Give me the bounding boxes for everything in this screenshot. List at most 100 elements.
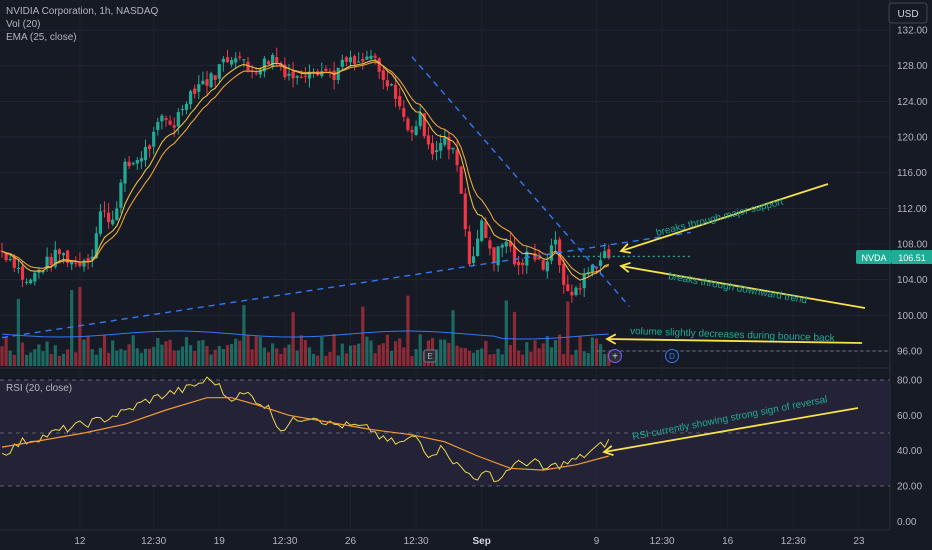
- volume-bar: [176, 350, 180, 366]
- rsi-axis[interactable]: 80.00 60.00 40.00 20.00 0.00: [897, 376, 922, 528]
- volume-bar: [246, 335, 250, 366]
- candle-body: [33, 272, 37, 282]
- candle-body: [16, 267, 20, 269]
- volume-bar: [221, 348, 225, 366]
- candle-body: [480, 220, 484, 241]
- candle-body: [242, 59, 246, 61]
- candle-body: [102, 210, 107, 212]
- volume-bar: [160, 344, 164, 366]
- candle-body: [143, 146, 148, 161]
- volume-bar: [189, 345, 193, 366]
- candle-body: [439, 143, 443, 151]
- candle-body: [94, 233, 98, 259]
- ema-legend[interactable]: EMA (25, close): [6, 32, 77, 43]
- price-tick-label: 112.00: [897, 204, 927, 215]
- candle-body: [107, 212, 111, 223]
- dividend-marker-label[interactable]: D: [669, 352, 675, 361]
- candle-body: [201, 80, 205, 85]
- time-tick-label: 9: [594, 536, 600, 547]
- volume-bar: [197, 340, 201, 366]
- volume-bar: [594, 338, 599, 366]
- volume-bar: [234, 338, 238, 366]
- volume-bar: [119, 348, 123, 366]
- candle-body: [20, 266, 25, 280]
- price-tick-label: 132.00: [897, 26, 928, 37]
- candle-body: [488, 240, 492, 249]
- price-tick-label: 128.00: [897, 61, 928, 72]
- time-axis[interactable]: 12 12:30 19 12:30 26 12:30 Sep 9 12:30 16 12:30 23: [74, 536, 865, 547]
- time-tick-label: 12:30: [404, 536, 429, 547]
- volume-bar: [381, 343, 385, 366]
- volume-bar: [66, 349, 70, 366]
- volume-bar: [471, 352, 476, 366]
- candle-body: [398, 96, 402, 107]
- ema-lines: [1, 59, 610, 281]
- candle-body: [53, 249, 57, 267]
- volume-legend[interactable]: Vol (20): [6, 19, 40, 30]
- volume-bar: [299, 335, 303, 366]
- price-tick-label: 100.00: [897, 311, 928, 322]
- candle-body: [57, 249, 61, 255]
- candle-body: [414, 126, 418, 135]
- volume-bar: [451, 310, 455, 366]
- volume-bar: [435, 349, 439, 366]
- candle-body: [467, 231, 471, 265]
- volume-bar: [275, 348, 279, 366]
- price-tick-label: 108.00: [897, 240, 928, 251]
- volume-bar: [320, 336, 324, 366]
- candle-body: [582, 273, 586, 289]
- currency-button[interactable]: [888, 2, 928, 24]
- volume-bar: [353, 345, 357, 366]
- candle-body: [512, 245, 517, 265]
- rsi-legend[interactable]: RSI (20, close): [6, 383, 72, 394]
- volume-bar: [230, 343, 234, 366]
- volume-bar: [225, 345, 230, 366]
- volume-bar: [98, 347, 102, 366]
- price-axis[interactable]: 96.00 100.00 104.00 108.00 112.00 116.00 120.0…: [897, 26, 928, 358]
- candle-body: [111, 219, 115, 225]
- candle-body: [426, 135, 430, 145]
- volume-bar: [574, 349, 578, 366]
- volume-bar: [53, 345, 57, 366]
- volume-bar: [467, 350, 471, 366]
- currency-label[interactable]: USD: [897, 9, 918, 20]
- volume-bar: [500, 354, 504, 366]
- add-event-marker[interactable]: [608, 349, 622, 363]
- volume-bar: [45, 341, 49, 366]
- earnings-marker[interactable]: [423, 349, 437, 363]
- arrow-downward-trend: [620, 265, 866, 309]
- volume-bar: [504, 300, 508, 366]
- rsi-tick-label: 60.00: [897, 411, 922, 422]
- earnings-marker-label[interactable]: E: [427, 352, 432, 361]
- add-event-marker-label[interactable]: +: [612, 352, 618, 363]
- candle-body: [275, 57, 279, 63]
- candle-body: [209, 73, 213, 88]
- candle-body: [443, 136, 447, 145]
- volume-bar: [254, 336, 258, 366]
- candle-body: [74, 262, 78, 264]
- candle-body: [193, 88, 197, 94]
- volume-bar: [238, 340, 242, 366]
- candle-body: [152, 131, 156, 147]
- candle-body: [410, 129, 414, 133]
- volume-bar: [599, 344, 603, 366]
- volume-bar: [184, 336, 189, 366]
- candle-body: [545, 261, 549, 272]
- candle-body: [418, 112, 422, 127]
- candle-body: [184, 103, 189, 110]
- candle-body: [25, 281, 29, 283]
- price-tick-label: 96.00: [897, 347, 922, 358]
- arrow-volume: [606, 338, 863, 344]
- arrow-volume-head: [605, 333, 617, 345]
- volume-bar: [385, 334, 389, 366]
- volume-bar: [102, 335, 107, 366]
- candle-body: [369, 55, 373, 59]
- candle-body: [254, 72, 258, 74]
- dividend-marker[interactable]: [665, 349, 679, 363]
- candle-body: [41, 270, 45, 273]
- symbol-title[interactable]: NVIDIA Corporation, 1h, NASDAQ: [6, 6, 159, 17]
- rsi-ma-line: [1, 397, 609, 471]
- candle-body: [291, 71, 295, 79]
- candle-body: [492, 247, 496, 263]
